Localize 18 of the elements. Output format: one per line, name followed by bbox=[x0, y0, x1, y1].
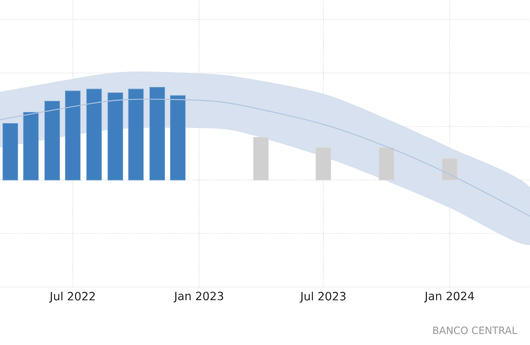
bar bbox=[2, 123, 18, 180]
x-tick-label: Jan 2024 bbox=[424, 292, 474, 302]
bar bbox=[108, 92, 124, 180]
bar bbox=[170, 95, 186, 180]
bar bbox=[316, 147, 332, 180]
bar bbox=[149, 86, 165, 180]
bar bbox=[23, 112, 39, 180]
bar bbox=[378, 147, 394, 180]
x-tick-label: Jul 2022 bbox=[49, 292, 95, 303]
x-tick-label: Jan 2023 bbox=[174, 292, 224, 302]
bar bbox=[65, 90, 81, 180]
text: BANCO CENTRAL bbox=[433, 326, 518, 334]
bar bbox=[86, 88, 102, 180]
x-tick-label: Jul 2023 bbox=[300, 292, 346, 303]
bar bbox=[442, 158, 458, 180]
bar bbox=[253, 137, 269, 180]
bar bbox=[128, 88, 144, 180]
bar bbox=[44, 100, 60, 180]
